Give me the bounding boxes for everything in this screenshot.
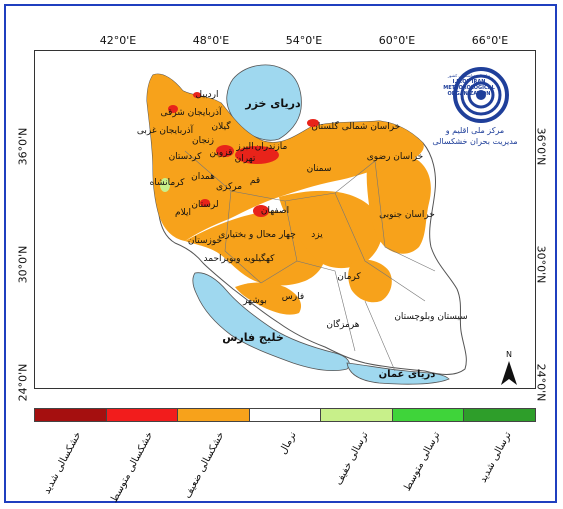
logo-caption: مدیریت بحران خشکسالی: [432, 137, 517, 146]
province-label: کهگیلویه وبویراحمد: [204, 252, 276, 264]
lat-tick: 30°0'N: [16, 245, 30, 284]
province-borders: [184, 150, 436, 372]
lon-tick: 66°0'E: [471, 34, 509, 47]
province-label-group: اردبیل آذربایجان شرقی آذربایجان غربی گیل…: [137, 90, 468, 330]
province-label: کرمان: [337, 272, 361, 282]
lon-tick: 48°0'E: [192, 34, 230, 47]
logo-text: METEOROLOGICAL: [443, 85, 495, 91]
lat-tick: 30°0'N: [534, 245, 548, 284]
province-label: زنجان: [192, 136, 214, 146]
legend-bar: [34, 408, 536, 422]
province-label: قزوین: [210, 148, 233, 158]
persian-gulf-label: خلیج فارس: [222, 331, 284, 344]
north-arrow-label: N: [506, 350, 512, 359]
logo-text: I.R.OF IRAN: [453, 79, 486, 85]
legend-swatch: [464, 409, 536, 421]
province-label: مرکزی: [216, 182, 242, 192]
legend-swatch: [249, 409, 322, 421]
province-label: البرز: [235, 142, 253, 152]
province-label: خوزستان: [188, 236, 222, 246]
legend-swatch: [321, 409, 393, 421]
moderate-drought-patch: [253, 205, 269, 217]
moderate-drought-patch: [216, 145, 234, 157]
weak-drought-south: [235, 282, 302, 315]
moderate-drought-patch: [193, 92, 201, 98]
legend-swatch: [178, 409, 250, 421]
province-label: خراسان جنوبی: [379, 210, 435, 220]
province-label: تهران: [235, 154, 256, 164]
weak-drought-kerman: [348, 259, 392, 303]
lat-tick: 36°0'N: [534, 127, 548, 166]
meteorological-organization-logo: سازمان هواشناسی کشور I.R.OF IRAN METEORO…: [432, 67, 518, 146]
province-label: سیستان وبلوچستان: [394, 312, 467, 322]
moderate-drought-patch: [168, 105, 178, 113]
lon-tick: 54°0'E: [285, 34, 323, 47]
province-label: بوشهر: [242, 296, 267, 306]
province-label: خراسان رضوی: [367, 152, 423, 162]
lat-tick: 24°0'N: [534, 363, 548, 402]
lat-tick: 24°0'N: [16, 363, 30, 402]
oman-sea-label: دریای عمان: [379, 369, 436, 380]
province-label: گلستان: [311, 120, 339, 132]
lon-tick: 60°0'E: [378, 34, 416, 47]
weak-drought-center: [279, 190, 383, 269]
province-label: چهار محال و بختیاری: [218, 230, 296, 240]
north-arrow-icon: N: [501, 350, 517, 385]
moderate-drought-patch: [200, 199, 210, 207]
province-label: هرمزگان: [326, 318, 359, 330]
province-label: قم: [250, 176, 260, 186]
province-label: یزد: [311, 230, 323, 240]
moderate-drought-patch: [307, 119, 319, 127]
province-label: همدان: [191, 172, 215, 182]
province-label: لرستان: [191, 200, 218, 210]
caspian-label: دریای خزر: [244, 97, 301, 110]
province-label: کرمانشاه: [150, 178, 186, 188]
light-wet-patch: [160, 178, 170, 192]
legend-swatch: [35, 409, 107, 421]
persian-gulf: [192, 272, 350, 371]
logo-text: سازمان هواشناسی کشور: [447, 73, 491, 78]
province-label: فارس: [282, 292, 304, 302]
province-label: ایلام: [175, 208, 191, 218]
iran-drought-map: دریای خزر خلیج فارس دریای عمان اردبیل آذ…: [137, 64, 518, 385]
logo-caption: مرکز ملی اقلیم و: [445, 126, 504, 135]
province-label: آذربایجان شرقی: [161, 106, 222, 118]
province-label: کردستان: [169, 152, 203, 162]
province-label: سمنان: [307, 164, 332, 174]
caspian-sea: [226, 64, 302, 141]
lat-tick: 36°0'N: [16, 127, 30, 166]
province-label: اصفهان: [261, 206, 289, 216]
province-label: اردبیل: [196, 90, 219, 100]
weak-drought-west: [185, 211, 326, 286]
logo-text: ORGANIZATION: [448, 91, 491, 97]
legend-swatch: [106, 409, 179, 421]
province-label: گیلان: [212, 120, 232, 132]
lon-tick: 42°0'E: [99, 34, 137, 47]
oman-sea: [346, 362, 450, 385]
province-label: مازندران: [255, 142, 288, 152]
province-label: آذربایجان غربی: [137, 124, 194, 136]
map-area: دریای خزر خلیج فارس دریای عمان اردبیل آذ…: [34, 50, 536, 389]
weak-drought-north: [147, 74, 424, 241]
legend-swatch: [392, 409, 465, 421]
province-label: خراسان شمالی: [342, 122, 401, 132]
moderate-drought-patch: [235, 146, 279, 164]
